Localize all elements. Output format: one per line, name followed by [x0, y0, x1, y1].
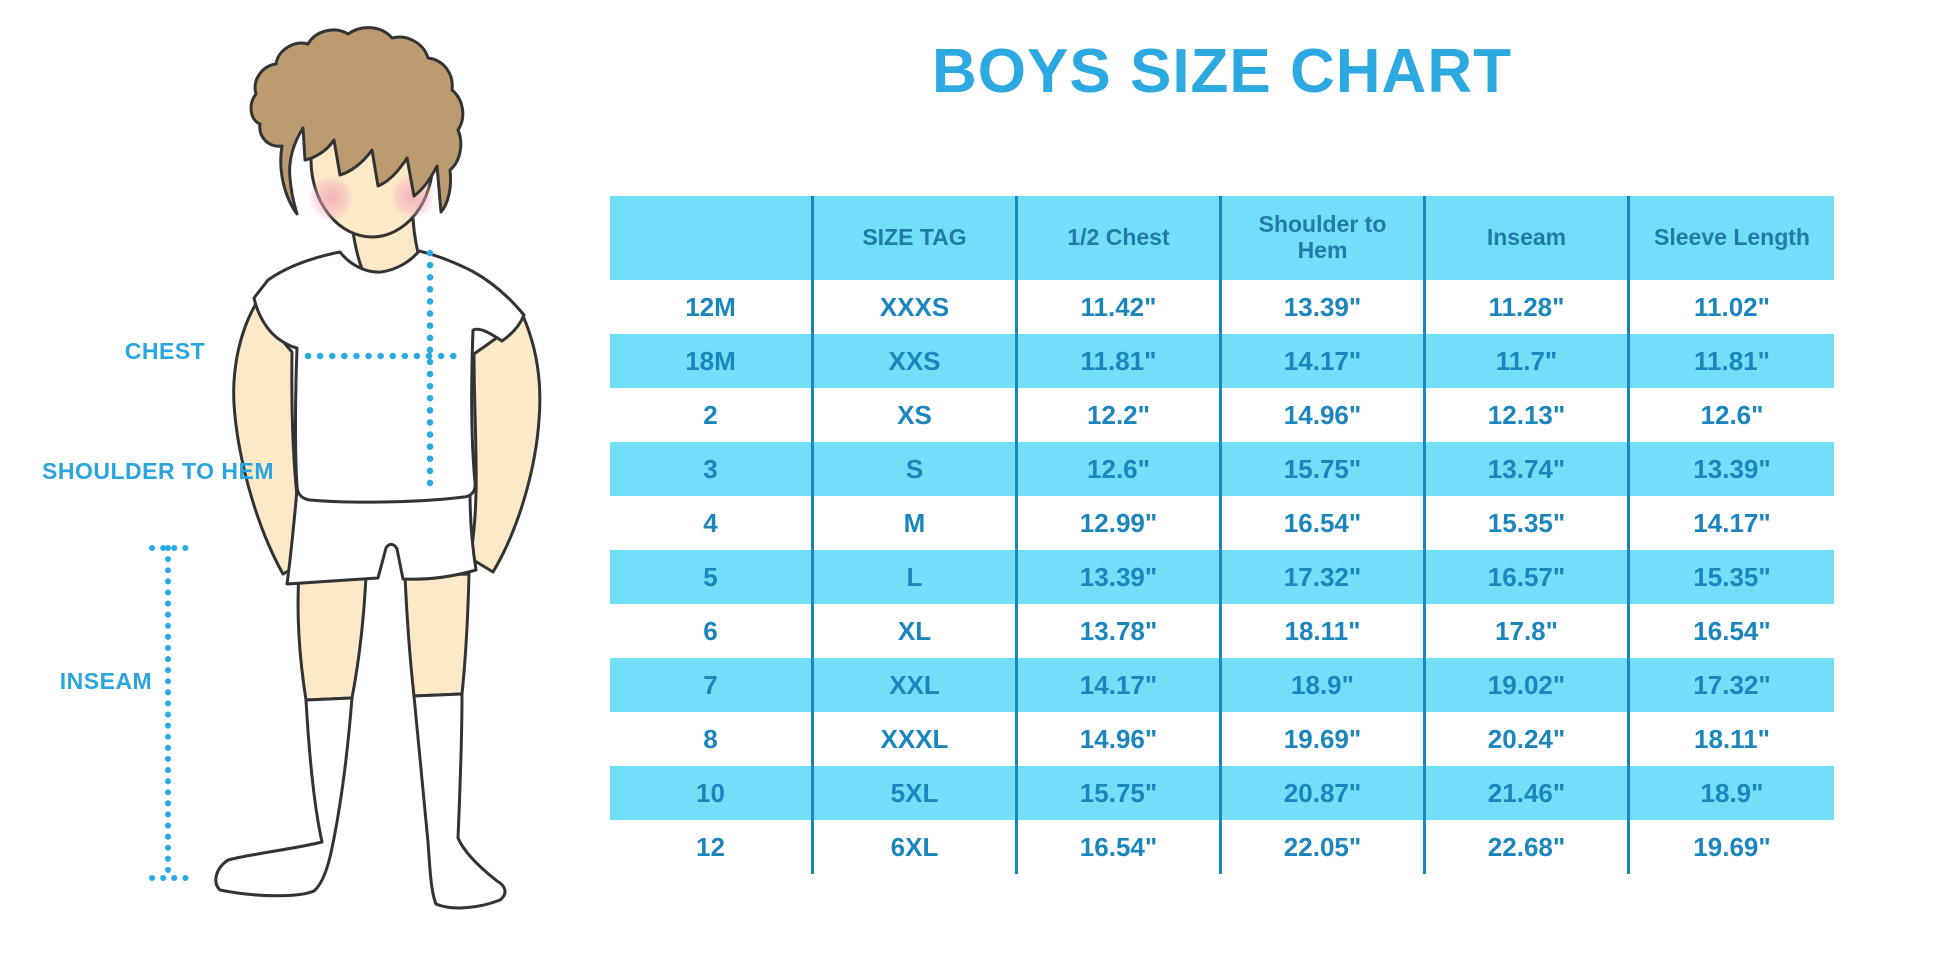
- table-cell: 11.42": [1018, 280, 1222, 334]
- inseam-label: INSEAM: [59, 668, 153, 694]
- table-cell: 13.39": [1222, 280, 1426, 334]
- header-cell: SIZE TAG: [814, 196, 1018, 280]
- row-size-cell: 10: [610, 766, 814, 820]
- sock-right: [412, 692, 507, 910]
- table-cell: 14.17": [1018, 658, 1222, 712]
- page-title: BOYS SIZE CHART: [932, 37, 1512, 106]
- row-size-cell: 12: [610, 820, 814, 874]
- header-cell: 1/2 Chest: [1018, 196, 1222, 280]
- table-cell: XXXS: [814, 280, 1018, 334]
- row-size-cell: 4: [610, 496, 814, 550]
- table-cell: 11.28": [1426, 280, 1630, 334]
- table-cell: 16.54": [1018, 820, 1222, 874]
- table-cell: 13.74": [1426, 442, 1630, 496]
- table-cell: 11.02": [1630, 280, 1834, 334]
- table-cell: 18.11": [1222, 604, 1426, 658]
- table-cell: 12.99": [1018, 496, 1222, 550]
- table-cell: 15.35": [1630, 550, 1834, 604]
- table-cell: 20.87": [1222, 766, 1426, 820]
- table-cell: XXL: [814, 658, 1018, 712]
- table-cell: 17.8": [1426, 604, 1630, 658]
- row-size-cell: 3: [610, 442, 814, 496]
- table-cell: L: [814, 550, 1018, 604]
- row-size-cell: 6: [610, 604, 814, 658]
- row-size-cell: 2: [610, 388, 814, 442]
- table-cell: 11.81": [1018, 334, 1222, 388]
- table-cell: 19.69": [1222, 712, 1426, 766]
- table-cell: 13.39": [1018, 550, 1222, 604]
- table-cell: 20.24": [1426, 712, 1630, 766]
- row-size-cell: 12M: [610, 280, 814, 334]
- table-cell: XL: [814, 604, 1018, 658]
- table-cell: 5XL: [814, 766, 1018, 820]
- table-cell: 19.02": [1426, 658, 1630, 712]
- table-cell: 15.75": [1018, 766, 1222, 820]
- sock-left: [214, 696, 354, 898]
- t-shirt: [252, 249, 526, 504]
- table-cell: 12.6": [1630, 388, 1834, 442]
- table-cell: 12.13": [1426, 388, 1630, 442]
- table-cell: 13.39": [1630, 442, 1834, 496]
- table-cell: 14.17": [1222, 334, 1426, 388]
- table-cell: 18.11": [1630, 712, 1834, 766]
- table-cell: XS: [814, 388, 1018, 442]
- table-cell: 21.46": [1426, 766, 1630, 820]
- table-cell: 18.9": [1630, 766, 1834, 820]
- table-cell: 11.81": [1630, 334, 1834, 388]
- size-table: SIZE TAG 1/2 Chest Shoulder to Hem Inseam Sl…: [610, 196, 1834, 874]
- table-cell: M: [814, 496, 1018, 550]
- header-cell: Shoulder to Hem: [1222, 196, 1426, 280]
- header-cell: Sleeve Length: [1630, 196, 1834, 280]
- table-cell: 12.6": [1018, 442, 1222, 496]
- header-cell: Inseam: [1426, 196, 1630, 280]
- table-cell: 11.7": [1426, 334, 1630, 388]
- table-cell: 13.78": [1018, 604, 1222, 658]
- row-size-cell: 18M: [610, 334, 814, 388]
- hair: [249, 26, 465, 216]
- cheek-left: [308, 175, 354, 221]
- arm-left: [232, 300, 309, 576]
- leg-left: [296, 570, 368, 702]
- table-cell: 17.32": [1222, 550, 1426, 604]
- table-cell: S: [814, 442, 1018, 496]
- table-cell: 12.2": [1018, 388, 1222, 442]
- table-cell: XXXL: [814, 712, 1018, 766]
- table-cell: 22.05": [1222, 820, 1426, 874]
- arm-right: [468, 314, 542, 574]
- table-cell: 15.75": [1222, 442, 1426, 496]
- table-cell: 14.17": [1630, 496, 1834, 550]
- header-cell: [610, 196, 814, 280]
- chest-label: CHEST: [124, 338, 206, 364]
- table-cell: 14.96": [1222, 388, 1426, 442]
- table-cell: 19.69": [1630, 820, 1834, 874]
- boy-illustration: [149, 26, 542, 910]
- shorts: [285, 488, 478, 586]
- shoulder-to-hem-label: SHOULDER TO HEM: [42, 458, 274, 484]
- table-cell: 22.68": [1426, 820, 1630, 874]
- table-cell: 16.57": [1426, 550, 1630, 604]
- table-cell: 6XL: [814, 820, 1018, 874]
- table-cell: 16.54": [1630, 604, 1834, 658]
- row-size-cell: 7: [610, 658, 814, 712]
- table-cell: 17.32": [1630, 658, 1834, 712]
- row-size-cell: 8: [610, 712, 814, 766]
- table-cell: 15.35": [1426, 496, 1630, 550]
- table-cell: 14.96": [1018, 712, 1222, 766]
- row-size-cell: 5: [610, 550, 814, 604]
- table-cell: 16.54": [1222, 496, 1426, 550]
- leg-right: [403, 572, 471, 698]
- table-cell: 18.9": [1222, 658, 1426, 712]
- table-cell: XXS: [814, 334, 1018, 388]
- inseam-measure-line: [149, 545, 191, 881]
